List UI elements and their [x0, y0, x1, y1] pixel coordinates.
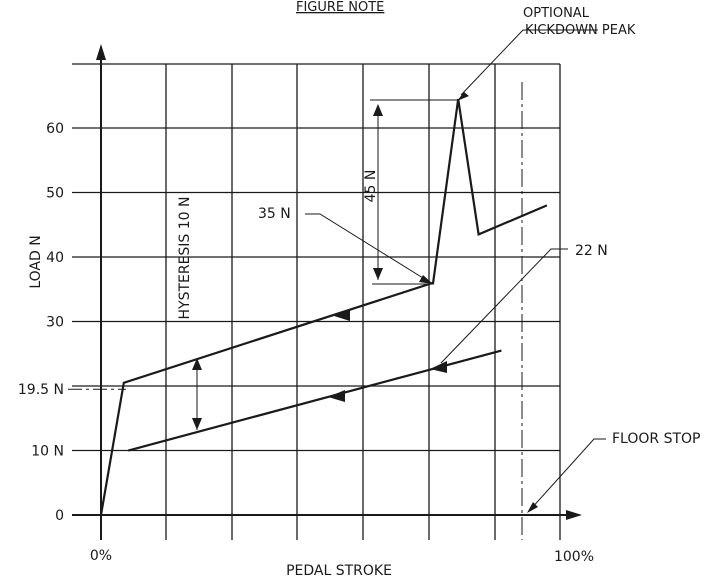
y-tick-label-2: 19.5 N — [18, 382, 64, 398]
grid — [72, 63, 561, 540]
x-axis-arrow — [566, 510, 582, 520]
y-tick-label-3: 30 — [46, 315, 64, 331]
annotations — [192, 29, 606, 513]
floor-stop-arrowhead — [527, 502, 538, 513]
y-tick-label-1: 10 N — [31, 444, 64, 460]
annotation-kickdown-peak: KICKDOWN PEAK — [525, 23, 636, 38]
y-axis-label: LOAD N — [28, 235, 44, 288]
annotation-hysteresis: HYSTERESIS 10 N — [177, 196, 193, 319]
kickdown-leader — [460, 29, 598, 96]
y-tick-label-5: 50 — [46, 186, 64, 202]
peak-force-dimension — [370, 99, 458, 285]
floor-stop-leader — [529, 438, 606, 511]
y-axis-arrow — [96, 44, 106, 60]
x-tick-label-1: 100% — [554, 549, 594, 565]
annotation-floor-stop: FLOOR STOP — [612, 431, 700, 447]
break-force-arrowhead — [419, 275, 433, 284]
y-tick-label-4: 40 — [46, 250, 64, 266]
apply-direction-arrow — [334, 309, 350, 321]
release-direction-arrow — [328, 390, 345, 402]
release-arrow-22n — [430, 361, 447, 373]
x-tick-label-0: 0% — [90, 548, 112, 564]
break-force-leader — [305, 213, 432, 284]
y-tick-label-6: 60 — [46, 121, 64, 137]
series — [99, 98, 548, 516]
chart-title: FIGURE NOTE — [296, 0, 384, 15]
annotation-optional: OPTIONAL — [523, 6, 590, 21]
y-tick-label-0: 0 — [55, 508, 64, 524]
x-axis-label: PEDAL STROKE — [286, 563, 392, 579]
tick-labels: 0 10 N 19.5 N 30 40 50 60 0% 100% — [18, 121, 594, 565]
annotation-peak-force: 45 N — [363, 170, 379, 203]
release-force-leader — [440, 248, 568, 364]
kickdown-arrowhead — [457, 92, 469, 101]
axes — [72, 44, 582, 540]
annotation-break-force: 35 N — [258, 206, 291, 222]
series-line-apply — [99, 98, 548, 516]
annotation-release-force: 22 N — [575, 243, 608, 259]
